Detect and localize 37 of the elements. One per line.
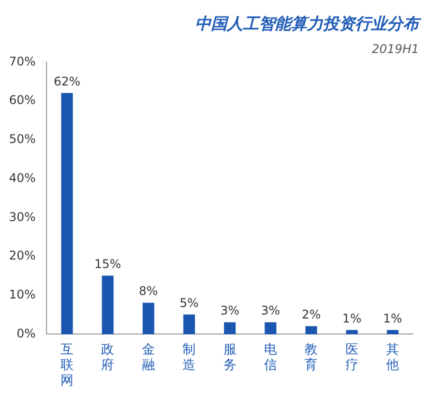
x-tick-label: 服务 [223,342,236,373]
chart-title: 中国人工智能算力投资行业分布 [195,14,419,35]
y-tick-label: 20% [9,248,36,263]
bar [142,302,154,334]
y-tick-label: 50% [9,132,36,146]
y-tick-label: 30% [9,210,36,224]
data-label: 8% [138,284,158,298]
data-label: 1% [342,311,362,326]
bar [386,330,398,334]
x-tick-label: 制造 [182,342,196,373]
data-label: 62% [54,74,80,88]
y-tick-label: 40% [9,170,36,185]
x-tick-label: 医疗 [345,342,358,373]
bar [61,92,73,334]
y-tick-label: 70% [9,54,36,68]
x-tick-label: 教育 [304,342,318,373]
bar [264,322,276,334]
bar [224,322,236,334]
data-label: 3% [261,304,280,318]
x-tick-label: 互联网 [60,342,74,389]
data-label: 3% [220,304,240,318]
data-label: 1% [383,311,402,326]
data-label: 5% [180,296,199,310]
bar [346,330,358,334]
chart-subtitle: 2019H1 [372,42,419,56]
data-label: 15% [94,257,122,272]
x-tick-label: 其他 [386,342,400,373]
bar [305,326,318,334]
data-label: 2% [302,308,321,322]
y-tick-label: 10% [9,287,36,302]
x-tick-label: 政府 [101,342,114,373]
bar [183,314,195,334]
y-tick-label: 60% [9,93,36,108]
y-tick-label: 0% [16,326,36,340]
x-tick-label: 金融 [142,342,155,373]
x-tick-label: 电信 [264,342,278,373]
bar [102,276,114,334]
